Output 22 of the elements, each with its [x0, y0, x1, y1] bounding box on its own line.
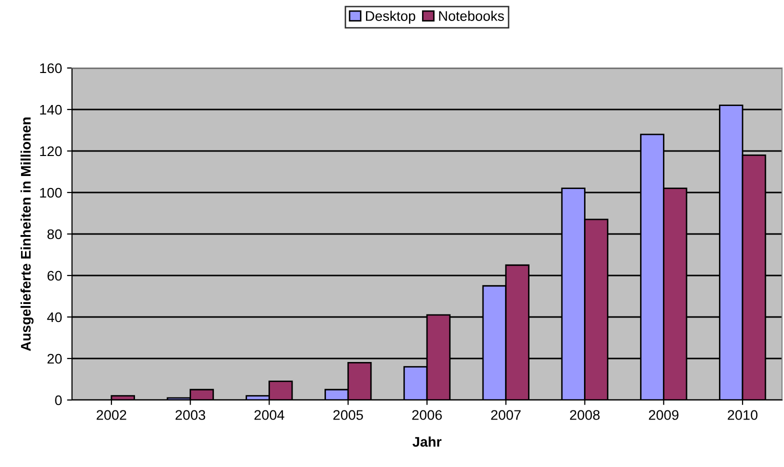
x-tick-label: 2009: [648, 410, 678, 420]
y-tick-label: 140: [40, 104, 62, 115]
y-tick-label: 100: [40, 188, 62, 198]
x-tick-label: 2010: [728, 410, 758, 420]
x-tick-label: 2004: [254, 410, 284, 420]
y-tick-label: 80: [47, 229, 62, 240]
x-tick-label: 2002: [96, 410, 126, 420]
x-tick-label: 2005: [333, 410, 363, 420]
y-axis-title: Ausgelieferte Einheiten in Millionen: [20, 118, 34, 351]
x-tick-label: 2003: [176, 410, 206, 420]
x-axis-title: Jahr: [412, 436, 442, 447]
x-tick-label: 2008: [570, 410, 600, 420]
legend-label: Desktop: [366, 10, 416, 24]
x-tick-label: 2006: [412, 410, 442, 420]
x-tick-label: 2007: [491, 410, 521, 420]
y-tick-label: 40: [47, 312, 62, 322]
y-tick-label: 120: [40, 146, 62, 156]
y-tick-label: 60: [48, 270, 62, 281]
y-tick-label: 160: [40, 63, 62, 74]
legend-label: Notebooks: [439, 10, 504, 21]
y-tick-label: 0: [55, 395, 62, 406]
y-tick-label: 20: [48, 354, 62, 364]
